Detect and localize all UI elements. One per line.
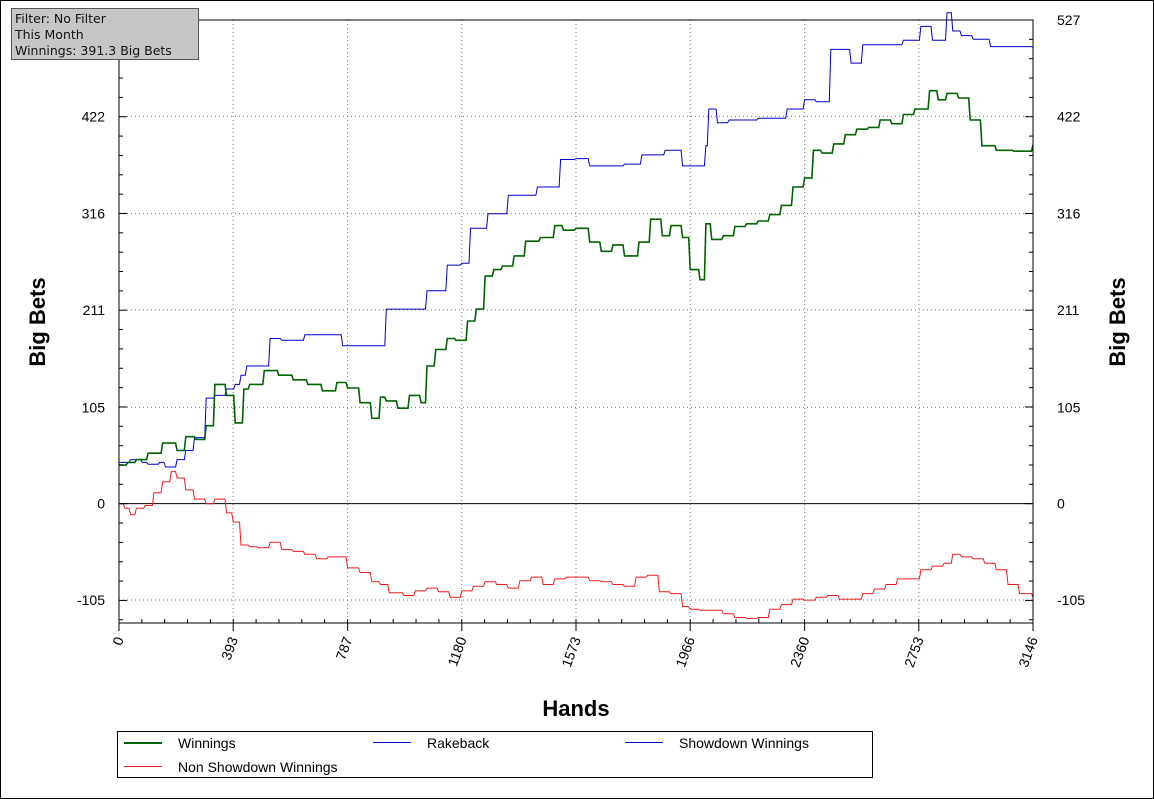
y-tick-label-left: 0 bbox=[97, 496, 105, 512]
y-tick-label-right: 0 bbox=[1057, 496, 1065, 512]
legend-swatch-rakeback bbox=[373, 742, 411, 743]
series bbox=[119, 12, 1034, 619]
series-line-non-showdown bbox=[119, 471, 1034, 619]
y-axis-left: -105 0 105 211 316 422 bbox=[77, 19, 127, 621]
filter-text: Filter: No Filter bbox=[15, 11, 106, 26]
legend-swatch-winnings bbox=[124, 742, 162, 744]
y-tick-label-right: 105 bbox=[1057, 399, 1081, 415]
y-axis-title-right: Big Bets bbox=[1105, 277, 1130, 366]
legend-swatch-non-showdown bbox=[124, 766, 162, 767]
x-tick-label: 393 bbox=[218, 634, 241, 662]
series-line-showdown bbox=[119, 12, 1034, 468]
legend-label-non-showdown: Non Showdown Winnings bbox=[178, 759, 338, 775]
x-tick-label: 787 bbox=[332, 634, 355, 662]
y-tick-label-left: 105 bbox=[82, 399, 106, 415]
x-tick-label: 2360 bbox=[787, 634, 813, 669]
y-tick-label-left: 316 bbox=[82, 206, 106, 222]
legend-label-winnings: Winnings bbox=[178, 735, 236, 751]
grid bbox=[119, 20, 1033, 623]
x-axis-title: Hands bbox=[542, 696, 609, 721]
legend-label-rakeback: Rakeback bbox=[427, 735, 490, 751]
y-axis-title-left: Big Bets bbox=[25, 277, 50, 366]
x-tick-label: 2753 bbox=[901, 634, 927, 669]
y-tick-label-left: -105 bbox=[77, 592, 105, 608]
x-tick-label: 1180 bbox=[444, 634, 469, 668]
y-tick-label-right: 211 bbox=[1057, 302, 1080, 318]
series-line-winnings bbox=[119, 89, 1034, 466]
y-tick-label-right: 422 bbox=[1057, 108, 1081, 124]
x-tick-label: 0 bbox=[109, 634, 127, 647]
y-axis-right: -105 0 105 211 316 422 527 bbox=[1025, 12, 1085, 621]
legend: Winnings Rakeback Showdown Winnings Non … bbox=[117, 731, 873, 778]
filter-info-box: Filter: No Filter This Month Winnings: 3… bbox=[11, 8, 199, 60]
x-tick-label: 1573 bbox=[558, 634, 584, 669]
legend-swatch-showdown bbox=[625, 742, 663, 743]
y-tick-label-left: 211 bbox=[83, 302, 106, 318]
winnings-summary: Winnings: 391.3 Big Bets bbox=[15, 43, 172, 58]
y-tick-label-right: -105 bbox=[1057, 592, 1085, 608]
legend-label-showdown: Showdown Winnings bbox=[679, 735, 809, 751]
y-tick-label-left: 422 bbox=[82, 108, 106, 124]
x-tick-label: 3146 bbox=[1015, 634, 1041, 669]
y-tick-label-right: 527 bbox=[1057, 12, 1081, 28]
y-tick-label-right: 316 bbox=[1057, 206, 1081, 222]
x-axis: 0 393 787 1180 1573 1966 2360 2753 3146 bbox=[109, 619, 1041, 669]
period-text: This Month bbox=[15, 27, 84, 42]
x-tick-label: 1966 bbox=[672, 634, 698, 669]
